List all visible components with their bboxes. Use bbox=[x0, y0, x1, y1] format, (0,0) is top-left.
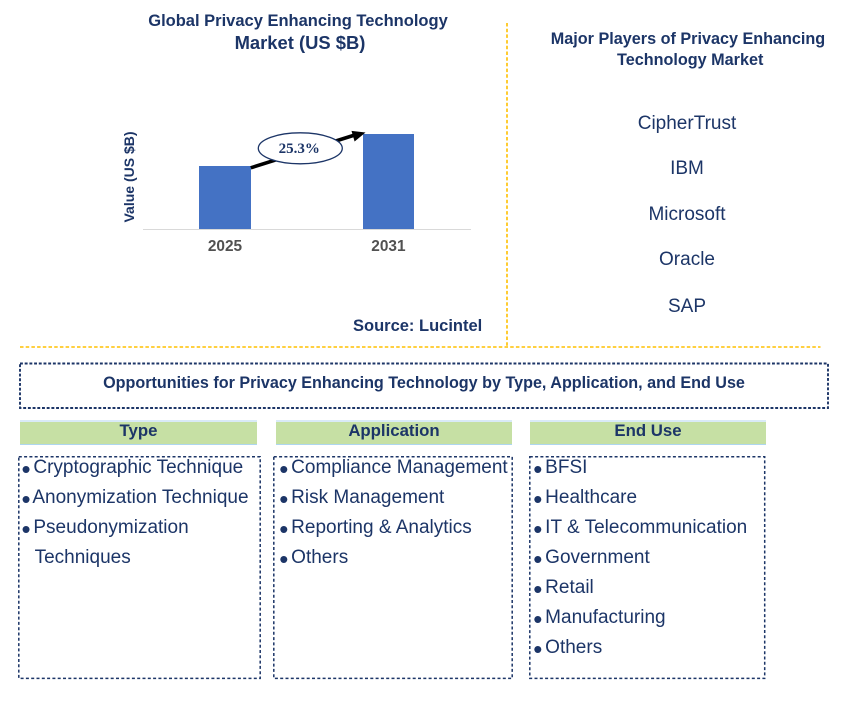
svg-text:25.3%: 25.3% bbox=[279, 141, 320, 157]
